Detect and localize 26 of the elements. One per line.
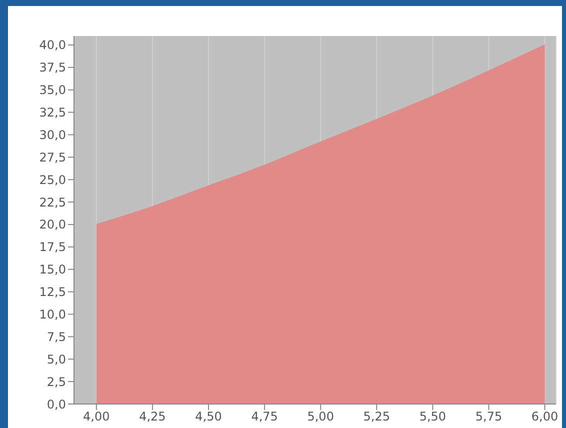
y-tick-label: 27,5: [39, 150, 66, 164]
x-tick-label: 4,25: [139, 410, 166, 424]
y-tick-label: 30,0: [39, 128, 66, 142]
y-tick-label: 40,0: [39, 38, 66, 52]
x-tick-label: 5,50: [419, 410, 446, 424]
x-tick-label: 6,00: [531, 410, 558, 424]
y-tick-label: 10,0: [39, 308, 66, 322]
y-tick-label: 35,0: [39, 83, 66, 98]
x-tick-label: 5,00: [307, 410, 334, 424]
y-tick-label: 15,0: [39, 262, 66, 277]
y-tick-label: 20,0: [39, 218, 66, 232]
y-tick-label: 7,5: [46, 330, 66, 344]
y-tick-label: 2,5: [46, 374, 66, 389]
x-tick-label: 4,00: [83, 410, 110, 424]
x-tick-label: 4,50: [195, 410, 222, 424]
y-tick-label: 12,5: [39, 285, 66, 300]
x-tick-label: 5,75: [475, 410, 502, 424]
x-tick-label: 5,25: [363, 410, 390, 424]
y-tick-label: 32,5: [39, 106, 66, 120]
y-tick-label: 25,0: [39, 172, 66, 187]
y-tick-label: 37,5: [39, 60, 66, 75]
y-tick-label: 5,0: [46, 352, 66, 366]
y-tick-label: 0,0: [46, 397, 66, 412]
x-tick-label: 4,75: [251, 410, 278, 424]
y-tick-label: 22,5: [39, 195, 66, 210]
y-tick-label: 17,5: [39, 240, 66, 254]
